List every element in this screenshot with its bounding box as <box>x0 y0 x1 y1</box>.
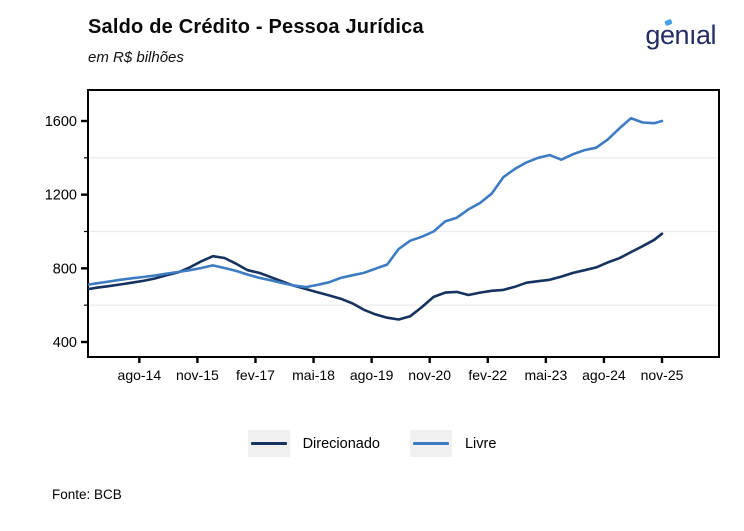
legend-label-livre: Livre <box>464 435 497 452</box>
direcionado-line-sample <box>250 441 287 446</box>
y-tick-label: 400 <box>53 335 77 351</box>
x-tick-label: fev-17 <box>236 367 275 383</box>
direcionado-key-box <box>247 430 290 457</box>
x-tick-label: ago-14 <box>118 367 162 383</box>
x-tick-label: nov-20 <box>408 367 451 383</box>
livre-line-sample <box>412 441 449 446</box>
page-subtitle: em R$ bilhões <box>88 49 184 66</box>
genial-logo: genıal <box>645 18 716 52</box>
legend-item-direcionado: Direcionado <box>247 430 380 457</box>
series-line-livre <box>87 116 664 289</box>
y-tick-label: 800 <box>53 261 77 277</box>
x-tick-label: nov-15 <box>176 367 219 383</box>
livre-key-box <box>409 430 452 457</box>
plot-frame <box>87 89 720 358</box>
x-tick-label: nov-25 <box>641 367 684 383</box>
chart-legend: Direcionado Livre <box>0 430 744 457</box>
series-line-direcionado <box>87 232 664 321</box>
x-tick-label: fev-22 <box>468 367 507 383</box>
logo-text: genıal <box>645 20 716 50</box>
x-tick-label: ago-19 <box>350 367 394 383</box>
y-tick-label: 1200 <box>45 188 77 204</box>
x-tick-label: mai-18 <box>292 367 335 383</box>
y-tick-label: 1600 <box>45 114 77 130</box>
page-title: Saldo de Crédito - Pessoa Jurídica <box>88 16 424 38</box>
x-tick-label: ago-24 <box>582 367 626 383</box>
legend-label-direcionado: Direcionado <box>302 435 380 452</box>
x-tick-label: mai-23 <box>524 367 567 383</box>
legend-item-livre: Livre <box>409 430 497 457</box>
source-note: Fonte: BCB <box>52 487 122 502</box>
